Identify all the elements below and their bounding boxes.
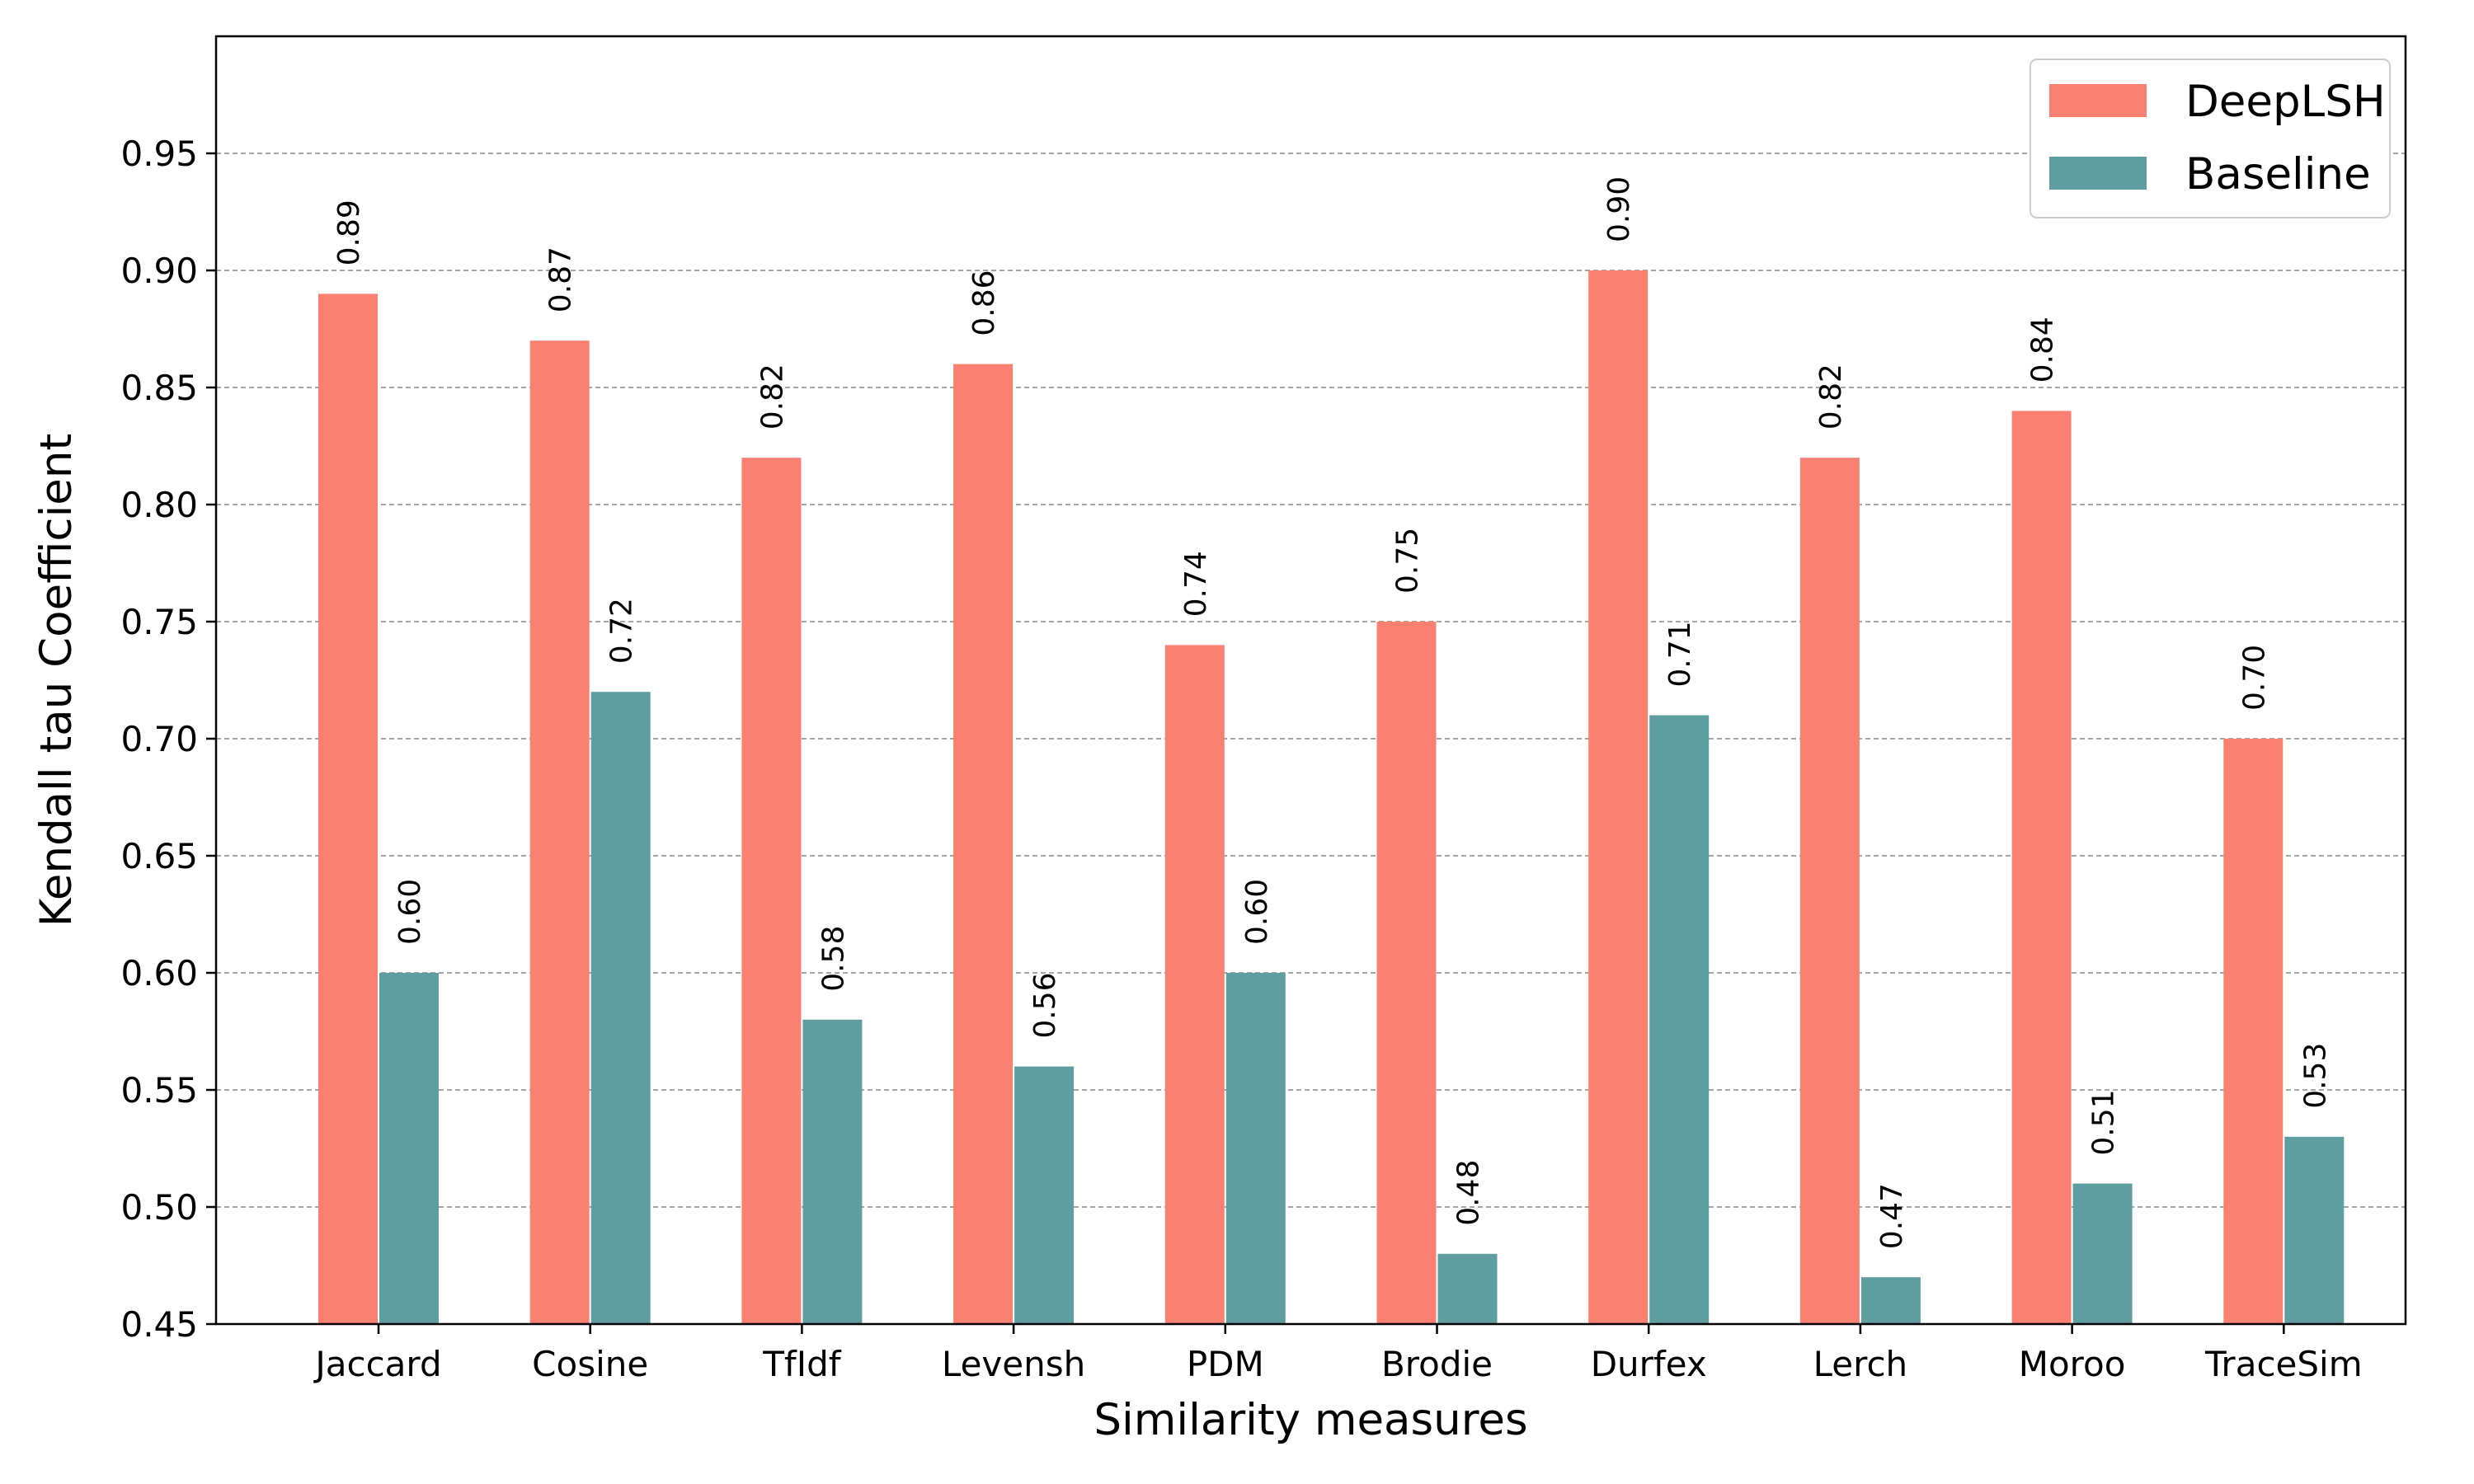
bar-baseline-pdm (1225, 973, 1286, 1324)
data-label-baseline-jaccard: 0.60 (393, 879, 427, 945)
plot-frame (214, 35, 2407, 1326)
data-label-deeplsh-durfex: 0.90 (1602, 176, 1636, 242)
legend-label-baseline: Baseline (2185, 149, 2371, 200)
bar-deeplsh-cosine (529, 340, 590, 1325)
x-axis-title: Similarity measures (1094, 1395, 1527, 1445)
data-label-deeplsh-pdm: 0.74 (1179, 551, 1213, 617)
bar-baseline-brodie (1437, 1253, 1498, 1324)
y-tick-label: 0.45 (120, 1304, 198, 1345)
y-tick-label: 0.90 (120, 251, 198, 291)
legend-swatch-deeplsh (2049, 84, 2147, 117)
legend: DeepLSH Baseline (2030, 59, 2391, 218)
data-label-deeplsh-cosine: 0.87 (544, 247, 578, 312)
data-label-baseline-tfidf: 0.58 (816, 926, 850, 992)
data-label-baseline-lerch: 0.47 (1875, 1183, 1909, 1249)
bar-baseline-lerch (1860, 1277, 1921, 1324)
y-axis-title: Kendall tau Coefficient (31, 434, 82, 928)
bar-deeplsh-jaccard (318, 294, 378, 1324)
x-tick-label: Durfex (1591, 1344, 1707, 1384)
data-label-deeplsh-lerch: 0.82 (1814, 364, 1848, 430)
x-tick-label: PDM (1187, 1344, 1264, 1384)
bar-deeplsh-brodie (1376, 622, 1437, 1324)
bars (318, 270, 2345, 1325)
bar-deeplsh-moroo (2011, 411, 2072, 1324)
bar-deeplsh-durfex (1588, 270, 1649, 1324)
bar-deeplsh-levensh (953, 364, 1014, 1325)
bar-deeplsh-pdm (1164, 645, 1225, 1324)
data-label-baseline-brodie: 0.48 (1452, 1160, 1486, 1226)
data-label-baseline-moroo: 0.51 (2087, 1089, 2121, 1155)
x-tick-label: Cosine (532, 1344, 648, 1384)
y-tick-label: 0.80 (120, 485, 198, 525)
data-label-baseline-cosine: 0.72 (605, 598, 639, 664)
bar-baseline-cosine (590, 692, 651, 1324)
x-tick-label: TraceSim (2204, 1344, 2363, 1384)
bar-baseline-durfex (1649, 715, 1710, 1324)
x-tick-label: Brodie (1381, 1344, 1493, 1384)
x-tick-label: TfIdf (762, 1344, 841, 1384)
data-label-baseline-durfex: 0.71 (1663, 621, 1697, 687)
data-label-deeplsh-jaccard: 0.89 (332, 200, 366, 265)
x-tick-label: Levensh (942, 1344, 1085, 1384)
y-tick-label: 0.50 (120, 1187, 198, 1228)
data-labels: 0.89 0.60 0.87 0.72 0.82 0.58 0.86 0.56 0.74 0.60… (332, 176, 2332, 1249)
bar-baseline-jaccard (379, 973, 439, 1324)
data-label-deeplsh-moroo: 0.84 (2026, 317, 2060, 383)
y-tick-label: 0.70 (120, 719, 198, 759)
data-label-deeplsh-brodie: 0.75 (1391, 528, 1425, 594)
bar-baseline-moroo (2072, 1183, 2133, 1324)
x-tick-label: Moroo (2019, 1344, 2126, 1384)
legend-swatch-baseline (2049, 157, 2147, 190)
legend-label-deeplsh: DeepLSH (2185, 77, 2386, 127)
y-tick-label: 0.75 (120, 602, 198, 642)
data-label-baseline-pdm: 0.60 (1240, 879, 1274, 945)
y-tick-label: 0.95 (120, 134, 198, 174)
bar-baseline-tracesim (2284, 1136, 2345, 1324)
data-label-deeplsh-tfidf: 0.82 (755, 364, 789, 430)
bar-baseline-levensh (1014, 1066, 1075, 1324)
x-tick-label: Jaccard (313, 1344, 441, 1384)
y-tick-label: 0.60 (120, 953, 198, 993)
data-label-baseline-levensh: 0.56 (1028, 972, 1062, 1038)
x-tick-label: Lerch (1813, 1344, 1908, 1384)
data-label-baseline-tracesim: 0.53 (2298, 1043, 2332, 1109)
y-tick-label: 0.55 (120, 1070, 198, 1111)
y-axis: 0.45 0.50 0.55 0.60 0.65 0.70 0.75 0.80 0.85 0.90… (120, 134, 216, 1345)
y-tick-label: 0.65 (120, 836, 198, 876)
bar-baseline-tfidf (802, 1019, 863, 1324)
bar-deeplsh-tracesim (2223, 739, 2284, 1324)
y-tick-label: 0.85 (120, 368, 198, 408)
x-axis: Jaccard Cosine TfIdf Levensh PDM Brodie Durfex… (313, 1324, 2363, 1384)
data-label-deeplsh-levensh: 0.86 (967, 270, 1001, 336)
bar-deeplsh-tfidf (741, 458, 802, 1325)
bar-deeplsh-lerch (1799, 458, 1860, 1325)
data-label-deeplsh-tracesim: 0.70 (2237, 645, 2271, 711)
